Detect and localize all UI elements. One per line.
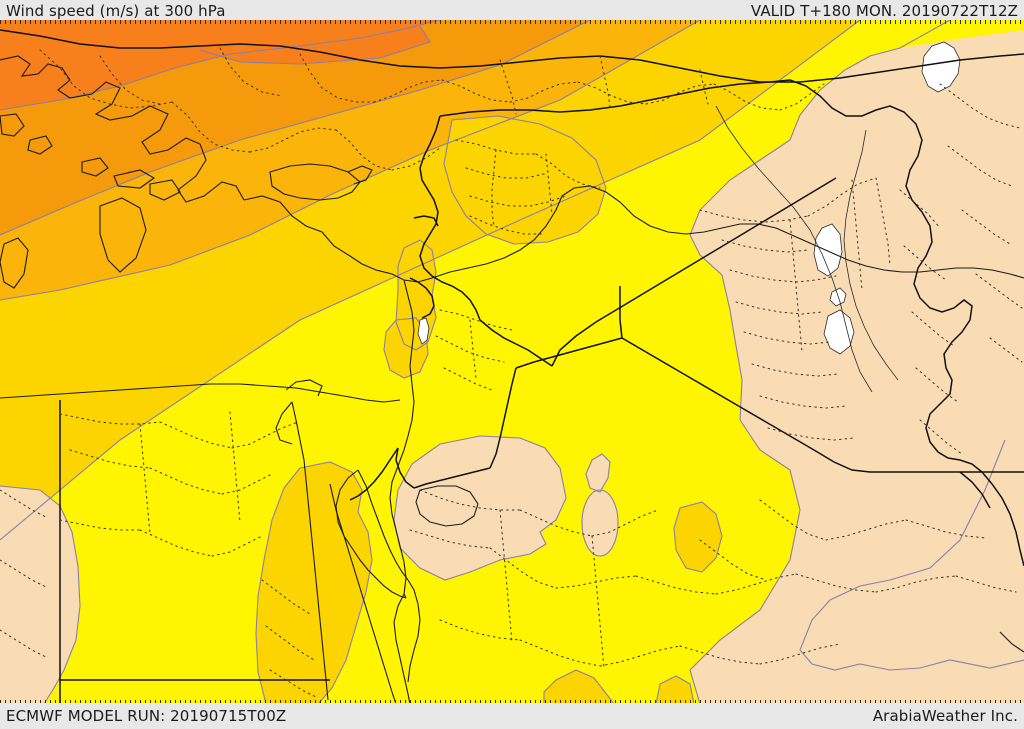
page-title: Wind speed (m/s) at 300 hPa [6,1,226,20]
euphrates-river [715,105,873,393]
valid-time-label: VALID T+180 MON. 20190722T12Z [750,1,1018,20]
cyprus-island [269,163,361,201]
fill-band-lowest-blob-a [582,490,618,556]
admin-borders [0,47,1023,699]
fill-band-deep-orange-core [200,22,430,64]
lake-razazah [823,309,855,355]
map-tick-marks-bottom [0,700,1024,704]
header-bar: Wind speed (m/s) at 300 hPa VALID T+180 … [0,0,1024,22]
tigris-river [843,129,899,381]
rivers [715,105,899,393]
wind-speed-contour-map [0,20,1024,704]
dead-sea [417,317,430,345]
provider-label: ArabiaWeather Inc. [872,706,1018,725]
water-bodies [417,41,961,355]
fill-patch-gold-arabia-3 [656,676,694,704]
fill-patch-gold-arabia-1 [674,502,722,572]
lake-tharthar [813,223,843,277]
footer-bar: ECMWF MODEL RUN: 20190715T00Z ArabiaWeat… [0,703,1024,729]
fill-band-lowest-arabia-east [800,410,1024,670]
map-canvas[interactable] [0,20,1024,704]
fill-band-deep-orange [0,20,440,110]
fill-patch-gold-arabia-2 [544,670,614,704]
coastlines [0,55,1024,704]
fill-patch-gold-redsea [256,462,372,704]
fill-band-lowest-iraq [690,30,1024,704]
map-tick-marks-top [0,20,1024,24]
fill-patch-gold-israel [384,318,428,378]
fill-patch-gold-syria [444,116,606,244]
national-borders [0,29,1024,704]
model-run-label: ECMWF MODEL RUN: 20190715T00Z [6,706,287,725]
fill-band-lowest-blob-b [586,454,610,492]
lake-urmia [921,41,961,93]
